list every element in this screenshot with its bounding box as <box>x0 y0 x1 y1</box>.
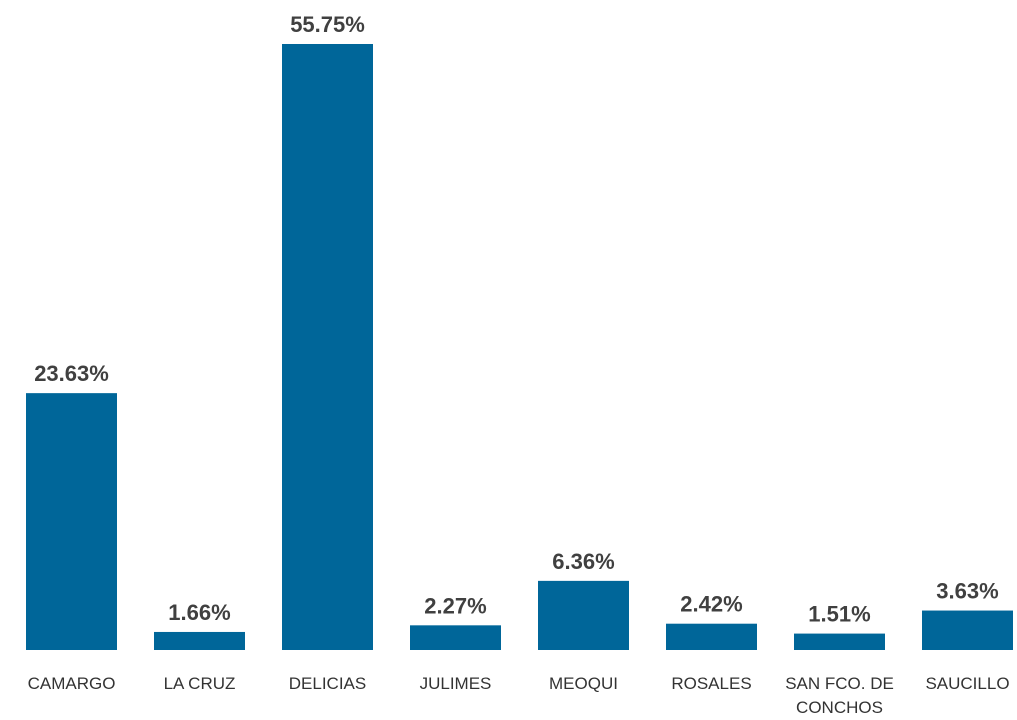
bar <box>26 393 117 650</box>
x-tick-label: ROSALES <box>671 674 752 693</box>
value-label: 2.42% <box>680 592 742 617</box>
value-label: 3.63% <box>936 579 998 604</box>
bar <box>666 623 757 650</box>
x-tick-label: LA CRUZ <box>163 674 236 693</box>
bar <box>922 610 1013 650</box>
x-tick-label: SAUCILLO <box>925 674 1010 693</box>
bar <box>410 625 501 650</box>
value-label: 1.66% <box>168 600 230 625</box>
value-label: 23.63% <box>34 361 109 386</box>
value-label: 6.36% <box>552 549 614 574</box>
x-tick-label: MEOQUI <box>549 674 618 693</box>
x-tick-label: DELICIAS <box>288 674 367 693</box>
bar <box>538 580 629 650</box>
value-label: 2.27% <box>424 593 486 618</box>
x-tick-label: CAMARGO <box>27 674 116 693</box>
bar <box>794 633 885 650</box>
bar <box>282 43 373 651</box>
x-tick-label: SAN FCO. DE CONCHOS <box>785 674 894 717</box>
value-label: 1.51% <box>808 602 870 627</box>
x-tick-label: JULIMES <box>419 674 492 693</box>
value-label: 55.75% <box>290 12 365 37</box>
bar <box>154 631 245 650</box>
